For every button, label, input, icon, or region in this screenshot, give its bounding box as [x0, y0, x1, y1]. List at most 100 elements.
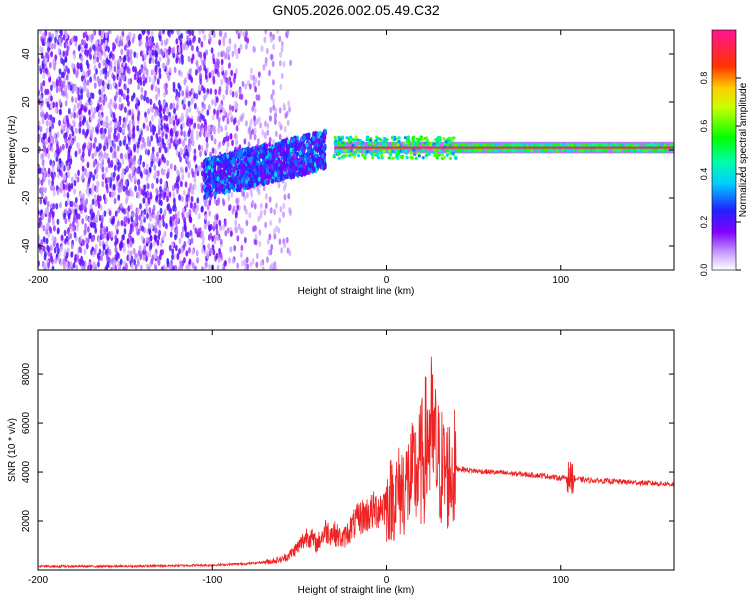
spectrogram-cell: [180, 32, 184, 40]
spectrogram-cell: [54, 54, 58, 61]
spectrogram-cell: [42, 224, 46, 232]
spectrogram-cell: [93, 51, 97, 59]
spectrogram-cell: [161, 234, 165, 242]
spectrogram-cell: [280, 46, 284, 53]
spectrogram-cell: [90, 92, 93, 99]
spectrogram-cell: [202, 236, 205, 243]
spectrogram-cell: [97, 202, 101, 209]
spectrogram-cell: [96, 105, 100, 113]
spectrogram-cell: [227, 194, 231, 202]
spectrogram-cell: [68, 207, 71, 214]
spectrogram-cell: [165, 37, 169, 45]
spectrogram-cell: [197, 122, 200, 130]
spectrogram-cell: [211, 244, 215, 251]
spectrogram-cell: [282, 146, 286, 153]
spectrogram-cell: [176, 139, 179, 147]
spectrogram-cell: [183, 96, 187, 104]
spectrogram-cell: [153, 164, 157, 171]
spectrogram-cell: [302, 135, 306, 141]
spectrogram-cell: [144, 89, 147, 97]
spectrogram-cell: [100, 105, 104, 112]
spectrogram-cell: [46, 201, 50, 208]
spectrogram-cell: [239, 30, 243, 37]
spectrogram-cell: [129, 203, 133, 210]
spectrogram-cell: [102, 85, 106, 93]
spectrogram-cell: [102, 99, 106, 106]
spectrogram-cell: [450, 139, 454, 143]
spectrogram-cell: [142, 74, 145, 81]
spectrogram-cell: [213, 237, 217, 245]
spectrogram-cell: [229, 81, 233, 88]
spectrogram-cell: [136, 142, 140, 149]
spectrogram-cell: [337, 148, 342, 152]
spectrogram-cell: [242, 31, 246, 38]
spectrogram-cell: [160, 39, 164, 47]
spectrogram-cell: [191, 171, 195, 178]
spectrogram-cell: [246, 79, 250, 87]
spectrogram-cell: [130, 216, 134, 223]
spectrogram-cell: [140, 143, 144, 150]
spectrogram-cell: [183, 241, 187, 248]
spectrogram-cell: [43, 262, 47, 270]
spectrogram-cell: [105, 240, 109, 248]
spectrogram-cell: [356, 138, 360, 142]
spectrogram-cell: [102, 59, 106, 66]
spectrogram-cell: [245, 192, 249, 199]
spectrogram-cell: [175, 57, 179, 64]
spectrogram-cell: [197, 213, 201, 220]
spectrogram-cell: [78, 127, 82, 134]
spectrogram-cell: [158, 30, 162, 37]
spectrogram-cell: [235, 197, 239, 205]
spectrogram-cell: [38, 147, 41, 154]
spectrogram-cell: [237, 119, 241, 126]
spectrogram-cell: [100, 38, 104, 46]
spectrogram-cell: [268, 69, 271, 77]
spectrogram-cell: [103, 172, 107, 180]
spectrogram-cell: [105, 166, 109, 173]
spectrogram-cell: [207, 164, 211, 170]
spectrogram-cell: [47, 178, 51, 186]
spectrogram-cell: [228, 257, 231, 264]
spectrogram-cell: [105, 57, 109, 64]
spectrogram-cell: [266, 129, 270, 136]
spectrogram-cell: [257, 116, 261, 123]
spectrogram-cell: [268, 136, 272, 144]
spectrogram-cell: [88, 46, 92, 54]
spectrogram-cell: [48, 36, 52, 43]
spectrogram-cell: [204, 200, 207, 207]
spectrogram-cell: [220, 173, 224, 179]
spectrogram-cell: [196, 197, 200, 204]
spectrogram-cell: [95, 186, 99, 194]
spectrogram-cell: [179, 39, 183, 46]
spectrogram-cell: [166, 72, 170, 79]
spectrogram-cell: [104, 140, 107, 147]
spectrogram-cell: [98, 88, 102, 96]
spectrogram-cell: [253, 120, 257, 127]
spectrogram-cell: [135, 97, 139, 104]
spectrogram-cell: [109, 120, 113, 127]
spectrogram-cell: [90, 208, 94, 215]
spectrogram-cell: [154, 234, 158, 242]
spectrogram-cell: [220, 125, 224, 133]
spectrogram-cell: [99, 54, 103, 61]
spectrogram-cell: [92, 44, 95, 51]
spectrogram-cell: [132, 247, 136, 255]
spectrogram-cell: [236, 235, 240, 242]
spectrogram-cell: [225, 135, 228, 142]
spectrogram-cell: [75, 203, 79, 211]
spectrogram-cell: [148, 120, 152, 128]
spectrogram-cell: [72, 225, 76, 232]
spectrogram-cell: [56, 144, 60, 151]
spectrogram-cell: [256, 138, 260, 145]
spectrogram-cell: [64, 136, 68, 144]
spectrogram-cell: [467, 148, 471, 153]
spectrogram-cell: [218, 30, 222, 37]
spectrogram-cell: [62, 50, 66, 57]
spectrogram-cell: [70, 251, 74, 258]
spectrogram-cell: [162, 62, 166, 70]
spectrogram-cell: [257, 71, 261, 78]
spectrogram-cell: [675, 146, 678, 149]
spectrogram-cell: [43, 186, 47, 194]
spectrogram-cell: [208, 72, 212, 79]
spectrogram-cell: [470, 143, 475, 147]
